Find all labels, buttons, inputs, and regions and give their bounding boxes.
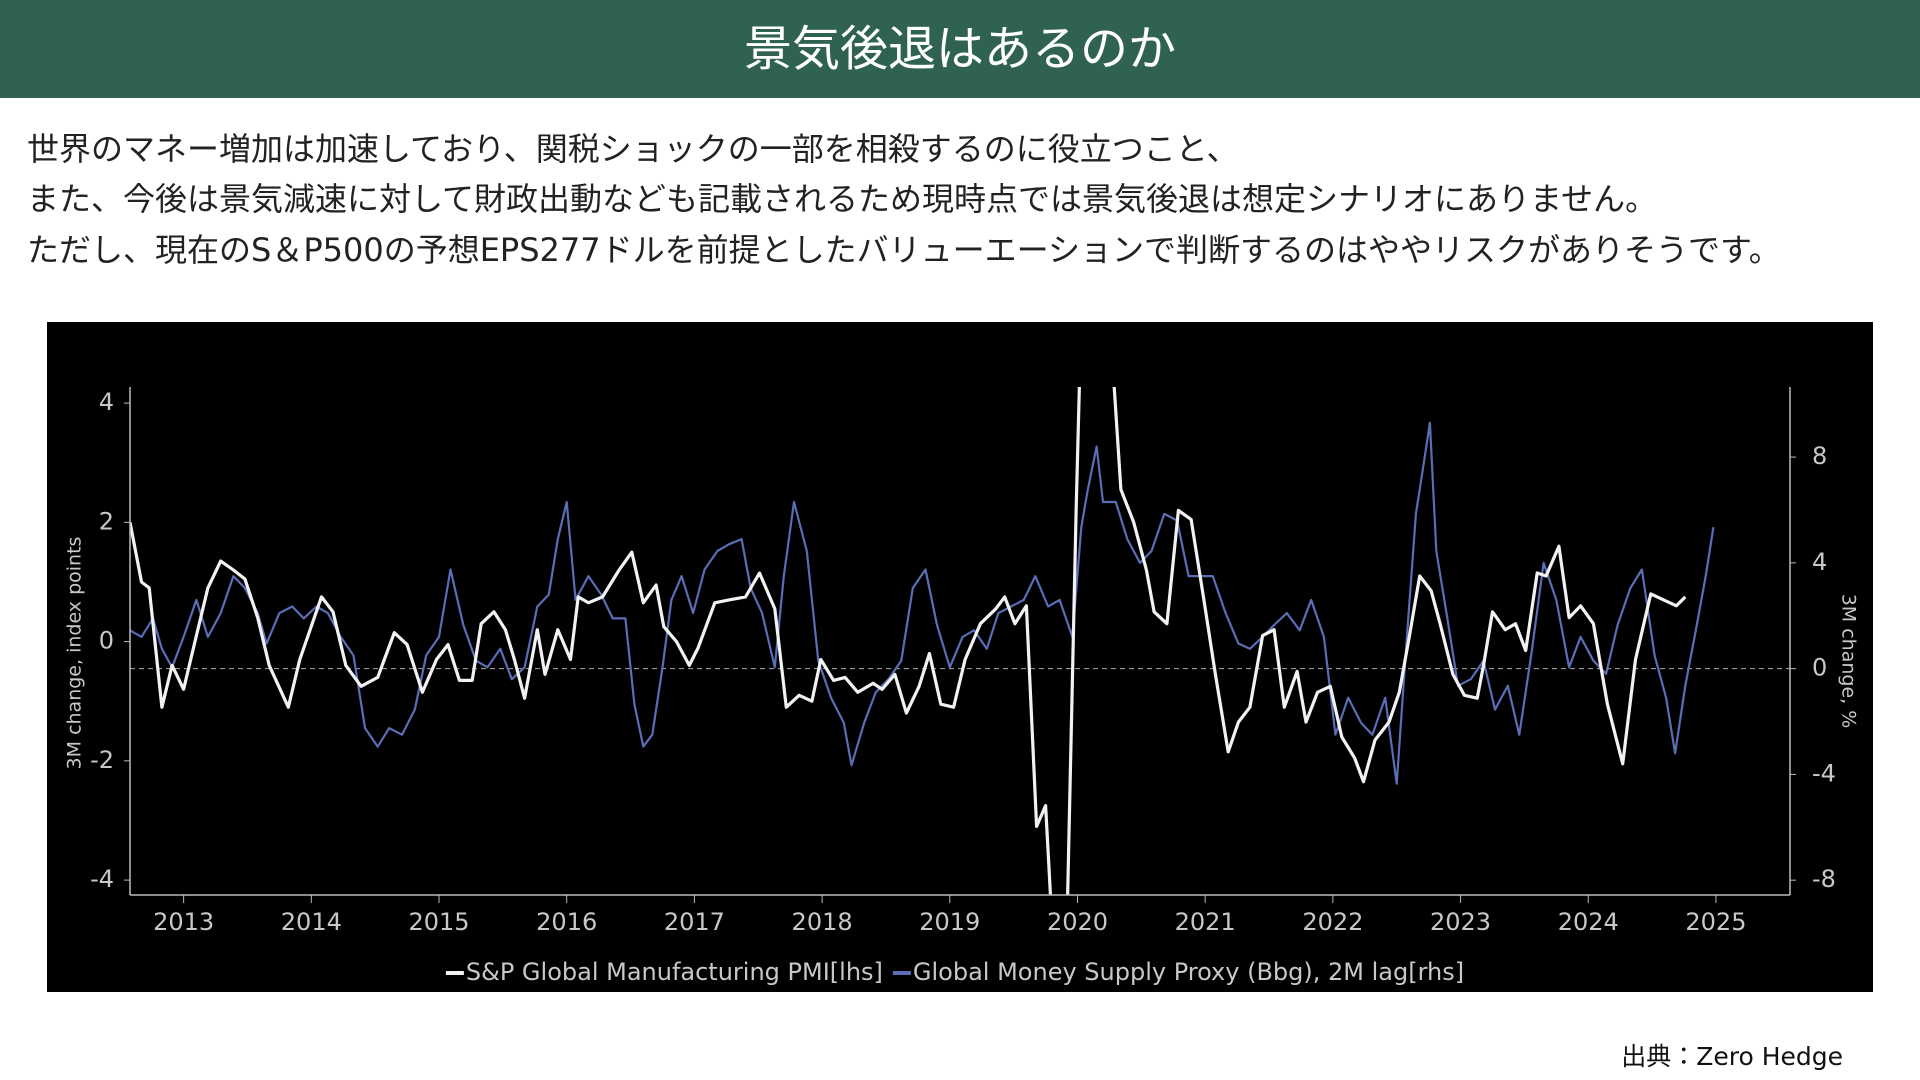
x-tick-label: 2022 (1302, 908, 1363, 936)
x-tick-label: 2020 (1047, 908, 1108, 936)
x-tick-label: 2024 (1558, 908, 1619, 936)
legend-label: Global Money Supply Proxy (Bbg), 2M lag[… (913, 958, 1464, 986)
x-tick-label: 2025 (1685, 908, 1746, 936)
legend: S&P Global Manufacturing PMI[lhs] Global … (445, 958, 1464, 986)
x-tick-label: 2016 (536, 908, 597, 936)
chart: -4 -2 0 2 4 -8 -4 0 4 8 2013 2014 2015 2016 2017 2018 20… (47, 322, 1873, 992)
x-tick-label: 2017 (664, 908, 725, 936)
x-tick-label: 2014 (281, 908, 342, 936)
x-tick-label: 2018 (792, 908, 853, 936)
slide-title: 景気後退はあるのか (0, 0, 1920, 98)
y-tick-label: -2 (90, 746, 114, 774)
x-tick-label: 2019 (919, 908, 980, 936)
source: 出典：Zero Hedge (1621, 1042, 1843, 1071)
plot-area (130, 387, 1790, 895)
series-line (130, 387, 1687, 895)
y2-axis-title: 3M change, % (1838, 594, 1860, 729)
y-tick-label: 2 (99, 507, 114, 535)
legend-label: S&P Global Manufacturing PMI[lhs] (466, 958, 883, 986)
y-axis-title: 3M change, index points (64, 537, 86, 770)
y-tick-label: 0 (99, 627, 114, 655)
series-line (130, 421, 1715, 785)
x-tick-label: 2013 (153, 908, 214, 936)
body-line: また、今後は景気減速に対して財政出動なども記載されるため現時点では景気後退は想定… (27, 180, 1658, 218)
y2-tick-label: -4 (1812, 759, 1836, 787)
y2-tick-label: 8 (1812, 442, 1827, 470)
y2-tick-label: 0 (1812, 654, 1827, 682)
y2-tick-label: -8 (1812, 865, 1836, 893)
x-tick-label: 2015 (408, 908, 469, 936)
x-tick-label: 2021 (1175, 908, 1236, 936)
y-tick-label: 4 (99, 388, 114, 416)
y-tick-label: -4 (90, 865, 114, 893)
y2-tick-label: 4 (1812, 548, 1827, 576)
body-line: 世界のマネー増加は加速しており、関税ショックの一部を相殺するのに役立つこと、 (27, 130, 1239, 168)
x-tick-label: 2023 (1430, 908, 1491, 936)
body-line: ただし、現在のS＆P500の予想EPS277ドルを前提としたバリューエーションで… (27, 231, 1781, 269)
chart-background (47, 322, 1873, 992)
